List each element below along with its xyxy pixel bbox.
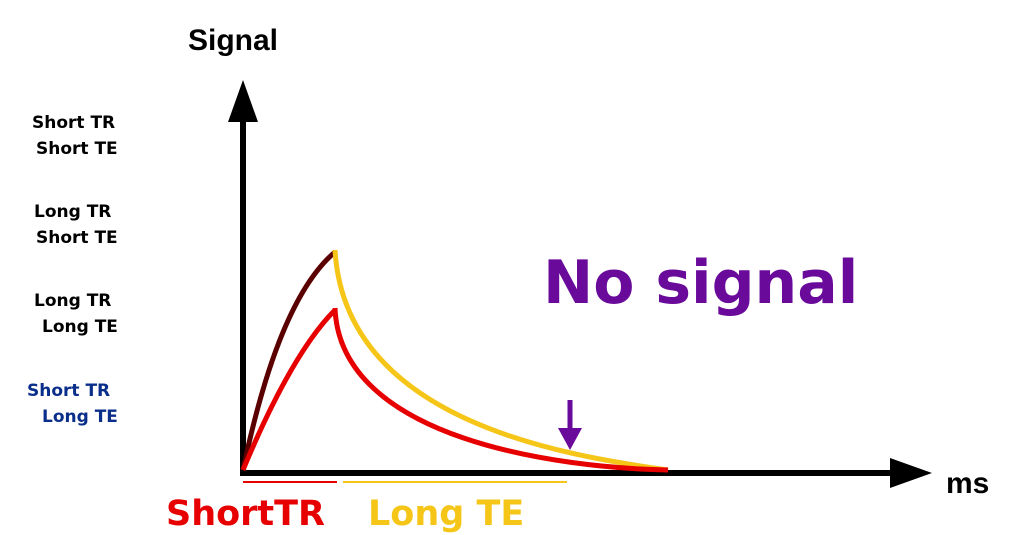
x-axis-label: ms: [946, 467, 989, 500]
long-tr-decay-curve: [332, 249, 669, 473]
legend-label: Long TR: [34, 202, 112, 222]
legend-label: Short TE: [36, 228, 118, 248]
x-axis-arrowhead: [890, 458, 932, 488]
y-axis-arrowhead: [228, 80, 258, 122]
legend-label: Long TR: [34, 291, 112, 311]
legend-label: Short TR: [27, 381, 111, 401]
legend-label: Short TR: [32, 113, 116, 133]
no-signal-annotation: No signal: [543, 248, 858, 318]
legend-label: Long TE: [42, 407, 118, 427]
short-tr-decay-curve: [332, 307, 669, 473]
short-tr-label: ShortTR: [166, 494, 325, 534]
legend-label: Short TE: [36, 139, 118, 159]
long-tr-recovery-curve: [240, 250, 337, 471]
long-te-label: Long TE: [368, 494, 524, 534]
y-axis-label: Signal: [188, 24, 278, 57]
legend-label: Long TE: [42, 317, 118, 337]
no-signal-arrowhead: [558, 428, 582, 450]
short-tr-recovery-curve: [240, 308, 337, 471]
